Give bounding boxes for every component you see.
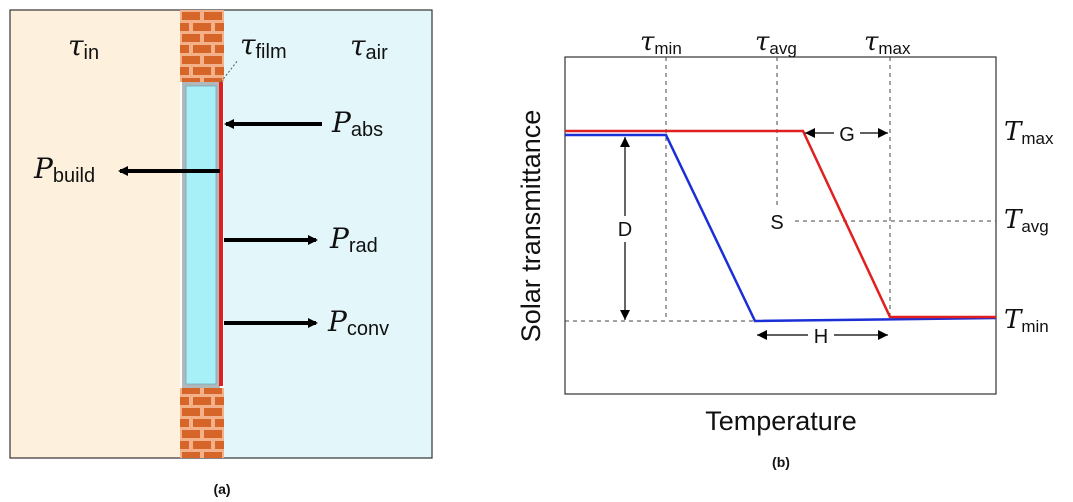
p-conv-label: Pconv bbox=[327, 305, 389, 340]
tau-in-label: τin bbox=[68, 29, 99, 64]
p-abs-label: Pabs bbox=[331, 106, 383, 141]
x-tick-tau-avg: τavg bbox=[755, 27, 797, 58]
panel-b: G S D H τmin τavg τmax Tmax Tavg Tmin Te… bbox=[516, 27, 1054, 470]
x-tick-tau-max: τmax bbox=[864, 27, 911, 58]
y-tick-t-min: Tmin bbox=[1004, 305, 1049, 336]
g-label-bg bbox=[834, 122, 860, 144]
outdoor-region bbox=[224, 10, 432, 458]
brick-wall-bottom bbox=[180, 388, 224, 458]
s-label: S bbox=[770, 212, 783, 234]
y-tick-t-max: Tmax bbox=[1004, 117, 1054, 148]
x-tick-tau-min: τmin bbox=[640, 27, 682, 58]
h-label: H bbox=[814, 326, 828, 348]
d-label: D bbox=[618, 219, 632, 241]
cooling-curve bbox=[565, 133, 997, 323]
p-rad-label: Prad bbox=[329, 222, 378, 257]
y-tick-t-avg: Tavg bbox=[1004, 205, 1049, 236]
d-arrowhead-top bbox=[620, 137, 630, 147]
h-arrowhead-right bbox=[878, 330, 888, 340]
y-axis-label: Solar transmittance bbox=[516, 110, 546, 343]
indoor-region bbox=[10, 10, 180, 458]
d-arrowhead-bottom bbox=[620, 310, 630, 320]
g-label: G bbox=[839, 124, 855, 146]
d-label-bg bbox=[613, 216, 637, 242]
panel-a: τin τfilm τair Pabs Pbuild Prad Pconv (a… bbox=[9, 9, 433, 497]
g-arrowhead-left bbox=[805, 128, 815, 138]
h-label-bg bbox=[808, 324, 834, 346]
brick-wall-top bbox=[180, 10, 224, 82]
p-build-label: Pbuild bbox=[33, 152, 95, 187]
h-arrowhead-left bbox=[757, 330, 767, 340]
panel-a-caption: (a) bbox=[213, 481, 230, 497]
panel-b-caption: (b) bbox=[772, 454, 790, 470]
heating-curve bbox=[565, 129, 996, 319]
film-leader-line bbox=[220, 59, 239, 83]
g-arrowhead-right bbox=[878, 128, 888, 138]
window-glass bbox=[185, 85, 217, 385]
x-axis-label: Temperature bbox=[705, 406, 857, 436]
tau-film-label: τfilm bbox=[240, 28, 287, 63]
tau-air-label: τair bbox=[350, 29, 388, 64]
